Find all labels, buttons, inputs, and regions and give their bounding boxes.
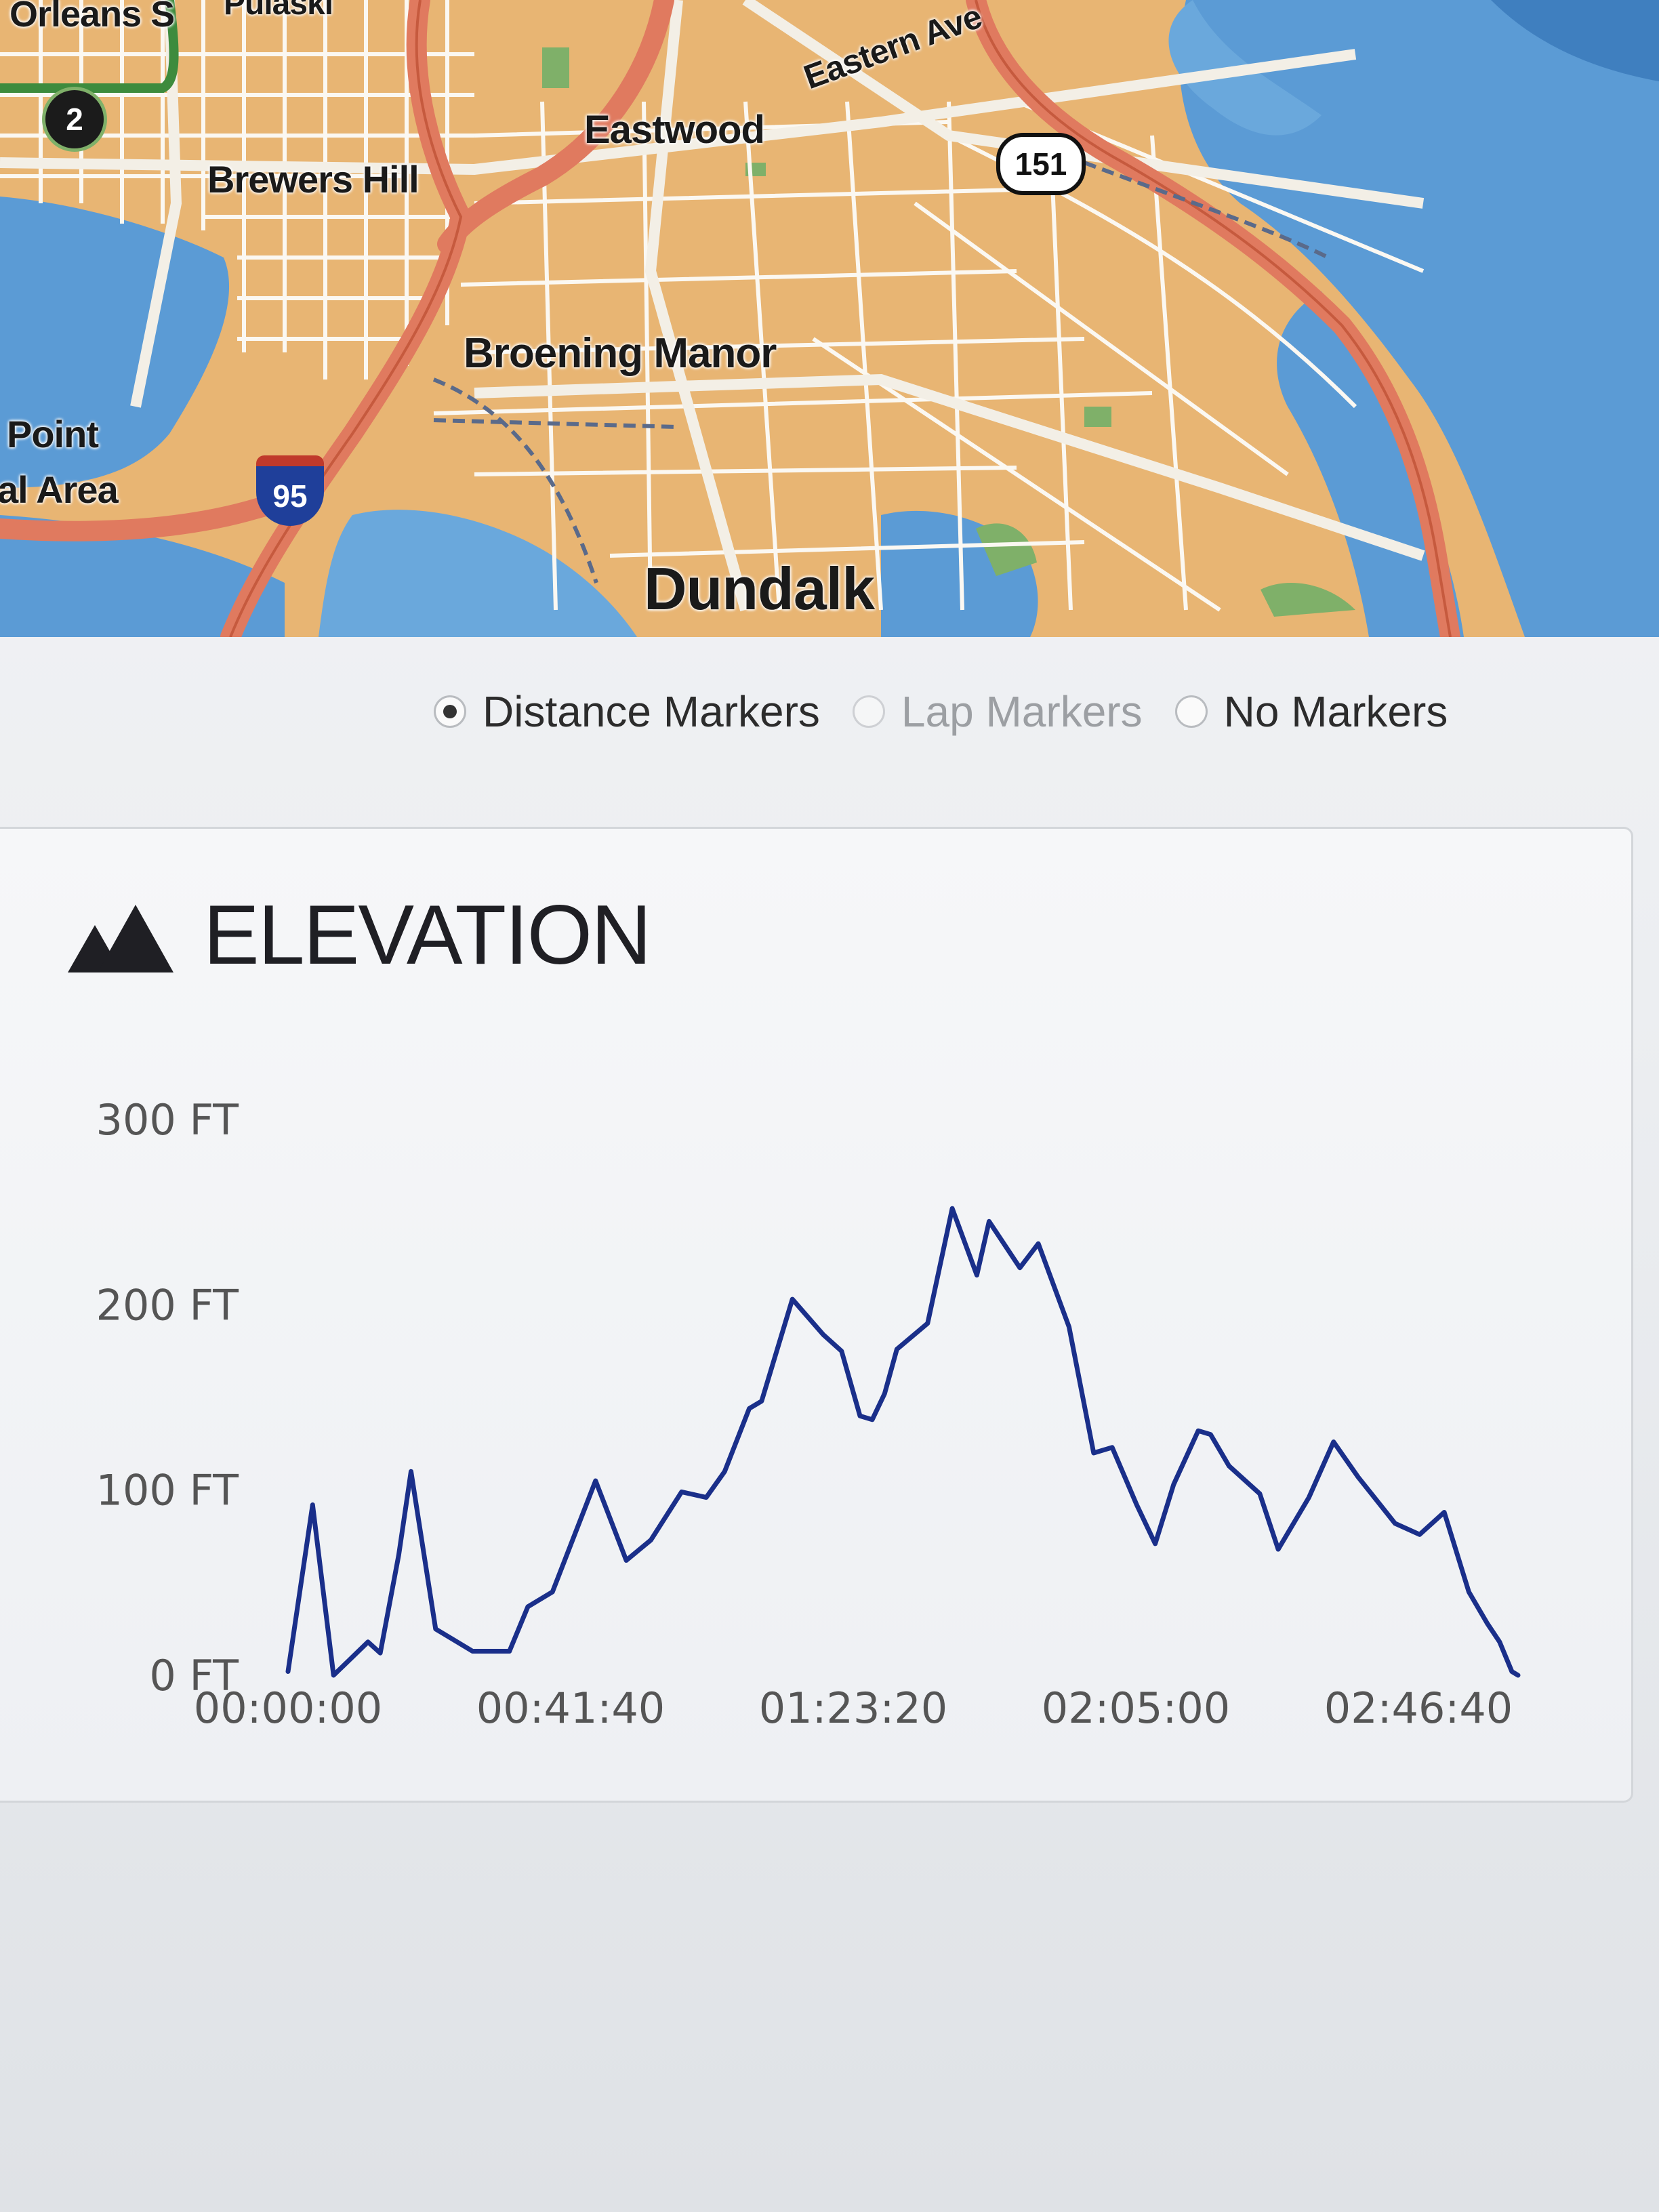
y-tick-label: 300 FT <box>96 1095 240 1145</box>
route-2-number: 2 <box>66 102 83 137</box>
no-markers-option[interactable]: No Markers <box>1174 687 1448 737</box>
distance-markers-radio[interactable] <box>434 695 466 728</box>
x-tick-label: 00:41:40 <box>476 1683 665 1733</box>
lap-markers-radio[interactable] <box>852 695 885 728</box>
elevation-title: ELEVATION <box>203 888 652 982</box>
route-151-shield[interactable]: 151 <box>996 133 1086 195</box>
no-markers-radio[interactable] <box>1174 695 1208 728</box>
map-label-point: Point <box>7 413 99 455</box>
map-label-brewers-hill: Brewers Hill <box>207 158 419 201</box>
map-label-dundalk: Dundalk <box>644 555 875 622</box>
map-label-orleans: Orleans S <box>9 0 175 35</box>
lap-markers-label: Lap Markers <box>901 687 1143 736</box>
y-tick-label: 0 FT <box>149 1651 239 1700</box>
highway-casing <box>229 0 1452 637</box>
interstate-95-number: 95 <box>272 478 308 514</box>
route-segment <box>0 0 179 93</box>
map-label-area: al Area <box>0 468 119 511</box>
elevation-card <box>0 827 1633 1803</box>
rail-lines <box>432 161 1330 583</box>
x-tick-label: 02:46:40 <box>1324 1683 1513 1733</box>
route-151-number: 151 <box>1015 146 1067 182</box>
map-label-eastwood: Eastwood <box>584 108 765 152</box>
park-areas <box>542 47 1355 617</box>
lap-markers-option[interactable]: Lap Markers <box>852 687 1143 737</box>
map-canvas[interactable] <box>0 0 1659 637</box>
water-areas <box>0 0 1659 637</box>
radio-selected-dot <box>443 705 457 718</box>
y-axis: 300 FT 200 FT 100 FT 0 FT <box>96 1095 240 1700</box>
route-2-shield[interactable]: 2 <box>42 87 107 152</box>
x-axis: 00:00:00 00:41:40 01:23:20 02:05:00 02:46:40 <box>194 1683 1513 1733</box>
y-tick-label: 200 FT <box>96 1280 240 1330</box>
distance-markers-option[interactable]: Distance Markers <box>434 687 820 737</box>
mountains-icon <box>68 905 173 972</box>
no-markers-label: No Markers <box>1223 687 1448 736</box>
map-label-pulaski: Pulaski <box>224 0 333 22</box>
route-map[interactable]: Orleans S Pulaski Eastern Ave Eastwood B… <box>0 0 1659 637</box>
x-tick-label: 02:05:00 <box>1042 1683 1230 1733</box>
marker-options: Distance Markers Lap Markers No Markers <box>434 678 1448 745</box>
elevation-series-line <box>285 1206 1521 1678</box>
y-tick-label: 100 FT <box>96 1466 240 1515</box>
map-label-broening-manor: Broening Manor <box>464 330 777 377</box>
x-tick-label: 00:00:00 <box>194 1683 382 1733</box>
elevation-header: ELEVATION <box>68 881 652 989</box>
x-tick-label: 01:23:20 <box>759 1683 947 1733</box>
distance-markers-label: Distance Markers <box>483 687 820 736</box>
interstate-95-shield[interactable]: 95 <box>256 455 324 526</box>
street-grid <box>0 0 1425 612</box>
